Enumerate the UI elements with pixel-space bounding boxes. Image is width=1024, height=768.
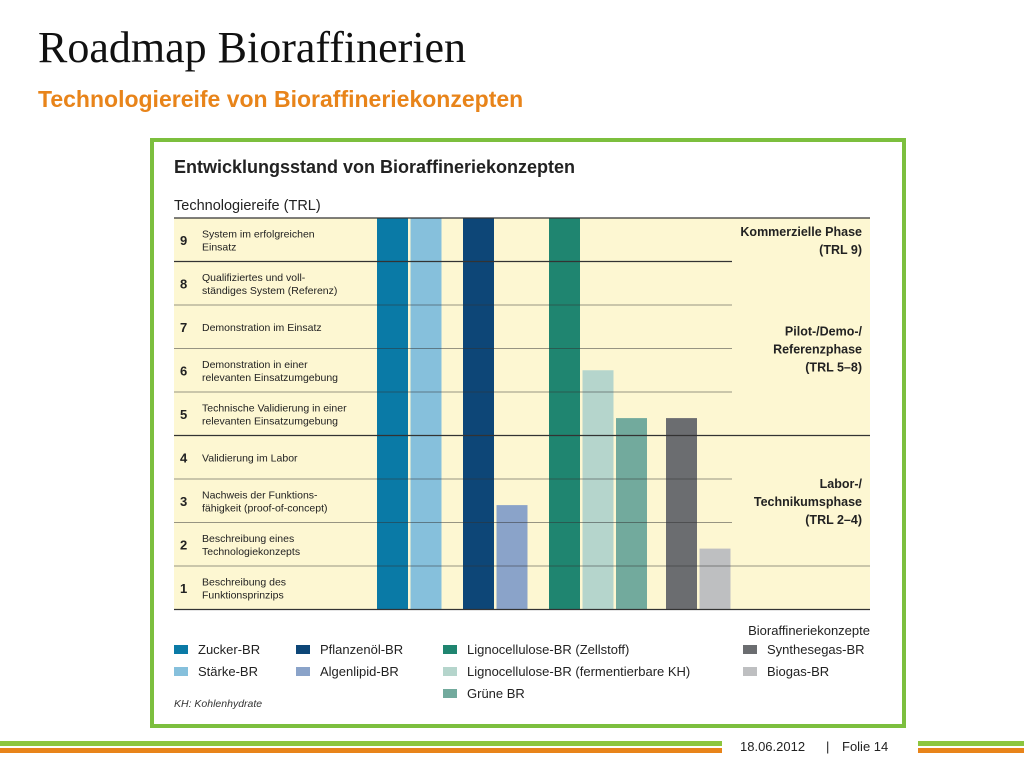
legend-swatch (443, 645, 457, 654)
legend-swatch (296, 645, 310, 654)
legend-label: Synthesegas-BR (767, 642, 865, 657)
phase-label: Pilot-/Demo-/ (785, 325, 863, 339)
legend-swatch (443, 667, 457, 676)
legend-label: Biogas-BR (767, 664, 829, 679)
bar-lignocellulose-br-zellstoff (549, 218, 580, 610)
trl-level-description: Beschreibung des (202, 576, 286, 588)
trl-level-number: 6 (180, 363, 187, 378)
trl-level-number: 4 (180, 450, 188, 465)
chart-title: Entwicklungsstand von Bioraffineriekonze… (174, 157, 575, 177)
bar-stärke-br (410, 218, 442, 610)
gridlines (174, 217, 870, 611)
phase-label: (TRL 5–8) (805, 361, 862, 375)
trl-level-description: fähigkeit (proof-of-concept) (202, 502, 327, 514)
footer-page: Folie 14 (842, 739, 889, 754)
trl-level-description: Qualifiziertes und voll- (202, 272, 306, 284)
legend-label: Lignocellulose-BR (fermentierbare KH) (467, 664, 690, 679)
legend-label: Grüne BR (467, 686, 525, 701)
slide-title: Roadmap Bioraffinerien (38, 23, 467, 72)
phase-label: Technikumsphase (754, 495, 862, 509)
phase-label: Labor-/ (820, 477, 863, 491)
chart-frame: 9 System im erfolgreichen Einsatz 8 Qualifiz… (150, 138, 906, 728)
slide-subtitle: Technologiereife von Bioraffineriekonzep… (38, 86, 524, 112)
trl-level-description: Technologiekonzepts (202, 546, 300, 558)
footer-stripe-right-orange (918, 748, 1024, 753)
trl-level-number: 7 (180, 320, 187, 335)
phase-label: (TRL 9) (819, 243, 862, 257)
footer-stripe-right (918, 741, 1024, 746)
legend-swatch (743, 645, 757, 654)
legend: Zucker-BR Stärke-BR Pflanzenöl-BR Algenlipi… (174, 642, 865, 701)
trl-level-description: Nachweis der Funktions- (202, 489, 318, 501)
legend-swatch (174, 645, 188, 654)
trl-level-description: Einsatz (202, 241, 236, 253)
legend-label: Algenlipid-BR (320, 664, 399, 679)
x-axis-label: Bioraffineriekonzepte (748, 623, 870, 638)
bar-biogas-br (699, 548, 731, 610)
trl-level-description: Funktionsprinzips (202, 589, 284, 601)
legend-label: Lignocellulose-BR (Zellstoff) (467, 642, 629, 657)
trl-level-description: Demonstration im Einsatz (202, 322, 322, 334)
trl-level-description: Demonstration in einer (202, 359, 308, 371)
trl-level-number: 1 (180, 581, 187, 596)
trl-level-description: Technische Validierung in einer (202, 402, 347, 414)
footer-date: 18.06.2012 (740, 739, 806, 754)
legend-label: Zucker-BR (198, 642, 260, 657)
bar-group (377, 218, 731, 610)
legend-label: Pflanzenöl-BR (320, 642, 403, 657)
trl-level-description: Beschreibung eines (202, 533, 294, 545)
trl-level-description: ständiges System (Referenz) (202, 285, 337, 297)
bar-lignocellulose-br-fermentierbare-kh (582, 370, 614, 610)
footer-stripe-left (0, 741, 722, 746)
trl-level-number: 3 (180, 494, 187, 509)
legend-note: KH: Kohlenhydrate (174, 698, 262, 710)
trl-level-number: 2 (180, 537, 187, 552)
bar-zucker-br (377, 218, 408, 610)
bar-synthesegas-br (666, 418, 697, 610)
trl-level-number: 8 (180, 276, 187, 291)
footer-stripe-left-orange (0, 748, 722, 753)
bar-grüne-br (616, 418, 647, 610)
y-axis-label: Technologiereife (TRL) (174, 198, 321, 214)
phase-label: Kommerzielle Phase (740, 225, 862, 239)
trl-level-description: relevanten Einsatzumgebung (202, 415, 338, 427)
trl-level-description: relevanten Einsatzumgebung (202, 372, 338, 384)
phase-label: Referenzphase (773, 343, 862, 357)
phase-labels: Kommerzielle Phase (TRL 9) Pilot-/Demo-/ Re… (740, 225, 862, 527)
footer-separator: | (826, 739, 830, 754)
band-commercial (174, 218, 870, 262)
legend-swatch (296, 667, 310, 676)
legend-swatch (443, 689, 457, 698)
trl-level-description: Validierung im Labor (202, 452, 298, 464)
legend-swatch (174, 667, 188, 676)
trl-level-description: System im erfolgreichen (202, 228, 315, 240)
legend-label: Stärke-BR (198, 664, 258, 679)
phase-label: (TRL 2–4) (805, 513, 862, 527)
trl-level-number: 5 (180, 407, 187, 422)
trl-level-number: 9 (180, 233, 187, 248)
bar-pflanzenöl-br (463, 218, 494, 610)
bar-algenlipid-br (496, 505, 528, 610)
legend-swatch (743, 667, 757, 676)
